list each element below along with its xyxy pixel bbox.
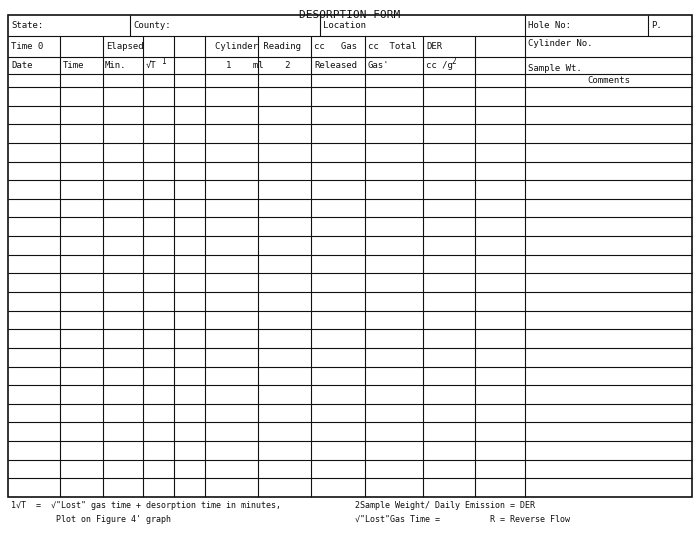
Text: Hole No:: Hole No: (528, 21, 571, 30)
Text: Comments: Comments (587, 76, 630, 85)
Text: Gas': Gas' (368, 61, 389, 70)
Text: √T: √T (146, 61, 157, 70)
Text: 1    ml    2: 1 ml 2 (225, 61, 290, 70)
Text: Time 0: Time 0 (11, 42, 43, 51)
Text: cc  Total: cc Total (368, 42, 416, 51)
Text: 1: 1 (161, 57, 166, 66)
Text: State:: State: (11, 21, 43, 30)
Text: Date: Date (11, 61, 32, 70)
Text: Elapsed: Elapsed (106, 42, 144, 51)
Text: DER: DER (426, 42, 442, 51)
Text: Plot on Figure 4' graph: Plot on Figure 4' graph (11, 514, 171, 524)
Text: Time: Time (63, 61, 85, 70)
Bar (8, 15, 692, 497)
Text: County:: County: (133, 21, 171, 30)
Text: P.: P. (651, 21, 661, 30)
Text: DESORPTION FORM: DESORPTION FORM (300, 10, 400, 20)
Text: 1√T  =  √"Lost" gas time + desorption time in minutes,: 1√T = √"Lost" gas time + desorption time… (11, 500, 281, 510)
Text: Cylinder Reading: Cylinder Reading (215, 42, 301, 51)
Text: Cylinder No.: Cylinder No. (528, 39, 592, 48)
Text: Min.: Min. (105, 61, 127, 70)
Text: 2Sample Weight/ Daily Emission = DER: 2Sample Weight/ Daily Emission = DER (355, 500, 535, 510)
Text: Released: Released (314, 61, 357, 70)
Text: Location: Location (323, 21, 366, 30)
Text: Sample Wt.: Sample Wt. (528, 64, 582, 73)
Text: 2: 2 (451, 57, 456, 66)
Text: √"Lost"Gas Time =          R = Reverse Flow: √"Lost"Gas Time = R = Reverse Flow (355, 514, 570, 524)
Text: cc /g: cc /g (426, 61, 453, 70)
Text: cc   Gas: cc Gas (314, 42, 357, 51)
